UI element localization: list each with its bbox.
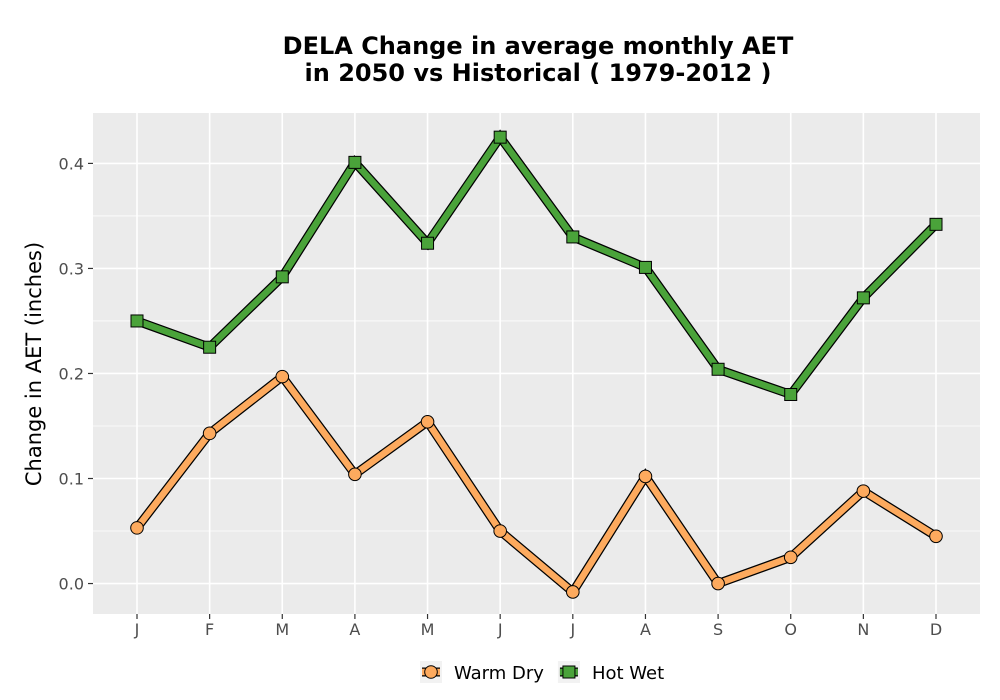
x-tick-label: J: [569, 620, 575, 639]
series-line: [135, 131, 939, 399]
legend-key-marker: [424, 665, 438, 679]
data-point: [856, 291, 870, 305]
data-point: [929, 217, 943, 231]
data-point: [566, 230, 580, 244]
x-tick-label: A: [349, 620, 360, 639]
legend-label: Warm Dry: [454, 663, 544, 684]
data-point: [783, 550, 798, 565]
data-point: [348, 467, 362, 482]
legend-key-marker: [562, 665, 576, 679]
x-tick-label: M: [275, 620, 289, 639]
x-tick-label: J: [134, 620, 140, 639]
y-tick-label: 0.1: [59, 470, 84, 489]
x-tick-label: O: [784, 620, 797, 639]
legend-key: [557, 661, 580, 683]
chart-title-line-2: in 2050 vs Historical ( 1979-2012 ): [305, 59, 772, 87]
x-tick-label: M: [421, 620, 435, 639]
data-point: [421, 236, 435, 250]
legend-key: [420, 661, 442, 683]
y-tick-label: 0.4: [59, 154, 84, 173]
x-tick-label: F: [205, 620, 214, 639]
series-line: [134, 372, 938, 597]
data-point: [784, 387, 798, 401]
data-point: [929, 529, 943, 544]
x-tick-label: J: [497, 620, 503, 639]
data-point: [638, 469, 653, 484]
data-point: [638, 260, 652, 274]
data-point: [275, 270, 289, 284]
data-point: [856, 484, 871, 498]
y-tick-label: 0.0: [59, 575, 84, 594]
data-point: [275, 369, 290, 384]
x-tick-label: N: [857, 620, 869, 639]
y-tick-label: 0.3: [59, 259, 84, 278]
data-point: [202, 426, 217, 441]
y-axis: 0.0 0.1 0.2 0.3 0.4: [59, 154, 93, 594]
data-point: [130, 521, 144, 535]
data-point: [711, 362, 725, 376]
legend: Warm Dry Hot Wet: [420, 661, 664, 684]
data-point: [566, 585, 580, 599]
chart-title-line-1: DELA Change in average monthly AET: [283, 32, 794, 60]
x-tick-label: S: [713, 620, 723, 639]
data-point: [348, 155, 362, 169]
data-point: [130, 314, 144, 328]
legend-label: Hot Wet: [592, 663, 664, 684]
data-point: [420, 414, 435, 429]
data-point: [711, 576, 725, 591]
data-point: [493, 524, 507, 538]
y-axis-title: Change in AET (inches): [22, 242, 46, 486]
data-point: [203, 340, 217, 354]
plot-panel: [93, 113, 980, 614]
x-tick-label: D: [930, 620, 942, 639]
y-tick-label: 0.2: [59, 364, 84, 383]
x-tick-label: A: [640, 620, 651, 639]
series-layer: [130, 129, 943, 599]
data-point: [493, 130, 507, 144]
